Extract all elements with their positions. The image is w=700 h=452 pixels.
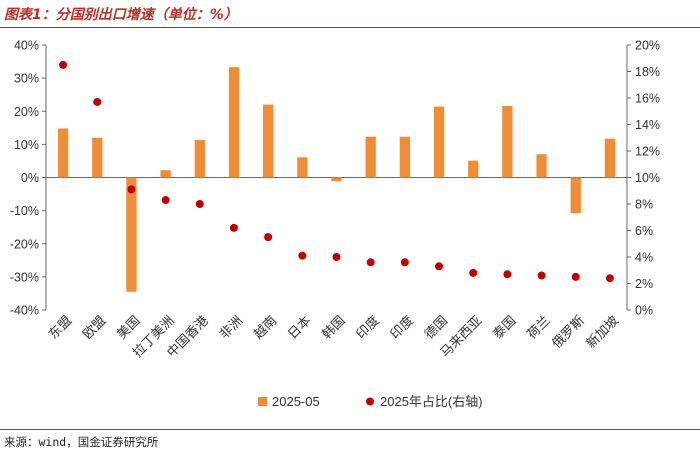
category-label: 德国	[422, 313, 451, 342]
scatter-point	[332, 253, 341, 261]
bar	[57, 128, 69, 178]
scatter-point	[298, 251, 307, 260]
scatter-point	[59, 60, 68, 69]
right-tick-label: 20%	[635, 39, 660, 53]
bar-series	[57, 67, 616, 292]
bar	[570, 177, 581, 214]
category-label: 俄罗斯	[550, 313, 588, 351]
category-label: 东盟	[46, 313, 75, 342]
left-tick-label: -40%	[10, 304, 39, 318]
scatter-series	[59, 60, 614, 283]
bar	[604, 138, 616, 178]
title-bar: 图表1：分国别出口增速（单位：%）	[0, 0, 700, 28]
category-label: 欧盟	[80, 313, 109, 342]
right-tick-label: 12%	[635, 145, 660, 159]
bar	[297, 157, 308, 178]
right-tick-label: 8%	[635, 198, 653, 212]
scatter-point	[229, 223, 238, 232]
bar	[126, 177, 137, 292]
legend: 2025-05 2025年占比(右轴)	[258, 394, 483, 409]
scatter-point	[195, 200, 204, 208]
bar	[399, 136, 410, 178]
left-tick-label: -20%	[10, 237, 39, 251]
right-tick-label: 2%	[635, 277, 653, 291]
bar	[468, 160, 479, 178]
category-label: 泰国	[490, 313, 519, 342]
left-tick-label: 20%	[14, 105, 39, 119]
category-label: 日本	[285, 313, 314, 342]
left-tick-label: 0%	[21, 171, 39, 185]
category-label: 印度	[353, 313, 383, 343]
scatter-point	[605, 274, 614, 283]
right-tick-label: 14%	[635, 118, 660, 132]
right-tick-label: 4%	[635, 251, 653, 265]
source-bar: 来源：wind，国金证券研究所	[0, 429, 700, 452]
scatter-point	[537, 271, 546, 280]
bar	[331, 177, 342, 182]
scatter-point	[400, 258, 409, 267]
category-label: 非洲	[217, 313, 246, 342]
scatter-point	[264, 233, 273, 242]
right-tick-label: 10%	[635, 171, 660, 185]
category-label: 荷兰	[525, 313, 554, 342]
scatter-point	[161, 196, 170, 205]
left-axis-ticks: -40% -30% -20% -10% 0% 10% 20% 30% 40%	[10, 39, 46, 318]
left-tick-label: 40%	[14, 39, 39, 53]
legend-bar-swatch	[258, 397, 267, 406]
category-label: 新加坡	[583, 313, 622, 352]
scatter-point	[435, 262, 444, 271]
bar	[92, 137, 103, 178]
bar	[160, 170, 171, 178]
legend-dot-swatch	[366, 397, 374, 406]
right-tick-label: 6%	[635, 224, 653, 238]
bar	[502, 105, 513, 178]
left-tick-label: -30%	[10, 270, 39, 284]
chart: -40% -30% -20% -10% 0% 10% 20% 30% 40% 0% 2% 4% 6% 8…	[10, 39, 660, 410]
legend-dot-label: 2025年占比(右轴)	[380, 394, 483, 409]
right-tick-label: 18%	[635, 65, 660, 79]
bar	[194, 140, 205, 178]
left-tick-label: 10%	[14, 138, 39, 152]
legend-bar-label: 2025-05	[272, 394, 320, 409]
bar	[365, 136, 376, 178]
right-axis-ticks: 0% 2% 4% 6% 8% 10% 12% 14% 16% 18% 20%	[627, 39, 660, 318]
right-tick-label: 16%	[635, 92, 660, 106]
category-label: 越南	[250, 313, 280, 343]
scatter-point	[469, 268, 478, 277]
scatter-point	[503, 270, 512, 279]
chart-title: 图表1：分国别出口增速（单位：%）	[4, 7, 238, 23]
scatter-point	[366, 258, 375, 267]
left-tick-label: 30%	[14, 72, 39, 86]
category-label: 韩国	[320, 313, 349, 342]
category-label: 印度	[387, 313, 417, 343]
left-tick-label: -10%	[10, 204, 39, 218]
bar	[263, 104, 274, 178]
scatter-point	[93, 97, 102, 106]
right-tick-label: 0%	[635, 304, 653, 318]
bar	[536, 154, 547, 178]
bar	[433, 106, 445, 178]
scatter-point	[571, 272, 580, 281]
source-note: 来源：wind，国金证券研究所	[4, 435, 159, 449]
bar	[228, 67, 240, 178]
scatter-point	[127, 185, 136, 194]
category-label: 美国	[114, 313, 143, 342]
